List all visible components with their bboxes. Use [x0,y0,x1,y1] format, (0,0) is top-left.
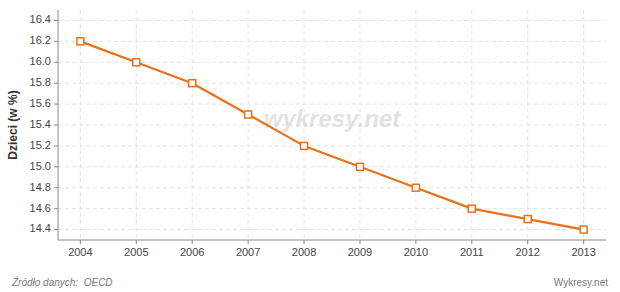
y-tick-label: 16.0 [30,55,51,67]
y-grid-line [58,208,606,209]
y-tick [54,20,58,21]
y-tick-label: 15.6 [30,97,51,109]
x-tick [136,240,137,244]
y-tick [54,229,58,230]
x-tick-label: 2008 [292,246,316,258]
x-tick-label: 2006 [180,246,204,258]
x-tick [80,240,81,244]
x-tick [415,240,416,244]
axes: 2004 2005 2006 2007 2008 2009 2010 2011 2012 2013… [30,10,606,258]
x-tick-label: 2010 [404,246,428,258]
x-tick [471,240,472,244]
x-tick-label: 2011 [460,246,484,258]
marker [356,163,363,170]
y-tick [54,166,58,167]
y-grid-line [58,145,606,146]
x-tick-label: 2004 [68,246,92,258]
x-grid-line [415,10,416,240]
x-tick-label: 2012 [515,246,539,258]
marker [468,205,475,212]
x-grid-line [248,10,249,240]
x-grid-line [527,10,528,240]
y-tick [54,83,58,84]
y-tick [54,125,58,126]
grid [58,10,606,240]
x-grid-line [583,10,584,240]
x-axis-line [58,240,606,241]
y-tick-label: 15.8 [30,76,51,88]
y-tick-label: 15.2 [30,139,51,151]
y-grid-line [58,41,606,42]
x-tick [304,240,305,244]
x-tick [359,240,360,244]
y-tick [54,104,58,105]
y-grid-line [58,166,606,167]
x-tick-label: 2007 [236,246,260,258]
plot-data [77,38,587,233]
y-tick-label: 14.4 [30,222,51,234]
source-note: Źródło danych: OECD [11,276,113,288]
y-tick-label: 14.8 [30,181,51,193]
y-tick [54,145,58,146]
y-tick [54,62,58,63]
marker [412,184,419,191]
y-axis-label: Dzieci (w %) [6,90,20,159]
y-tick-label: 16.4 [30,13,51,25]
marker [189,80,196,87]
chart-svg: wykresy.net20042005200620072008200920102… [0,0,620,292]
y-tick-label: 16.2 [30,34,51,46]
y-tick [54,41,58,42]
x-tick [248,240,249,244]
marker [301,142,308,149]
x-tick-label: 2009 [348,246,372,258]
line [80,41,583,229]
y-tick-label: 15.0 [30,160,51,172]
marker [77,38,84,45]
x-tick [527,240,528,244]
x-tick-label: 2005 [124,246,148,258]
x-tick [583,240,584,244]
y-tick-label: 14.6 [30,202,51,214]
marker [524,216,531,223]
marker [580,226,587,233]
watermark: wykresy.net [264,105,402,132]
x-grid-line [192,10,193,240]
y-grid-line [58,229,606,230]
marker [133,59,140,66]
y-tick [54,187,58,188]
y-grid-line [58,83,606,84]
x-tick-label: 2013 [571,246,595,258]
y-grid-line [58,20,606,21]
chart-container: wykresy.net20042005200620072008200920102… [0,0,620,292]
marker [245,111,252,118]
y-grid-line [58,187,606,188]
y-tick [54,208,58,209]
x-grid-line [136,10,137,240]
brand-note: Wykresy.net [554,277,608,288]
y-tick-label: 15.4 [30,118,51,130]
x-tick [192,240,193,244]
